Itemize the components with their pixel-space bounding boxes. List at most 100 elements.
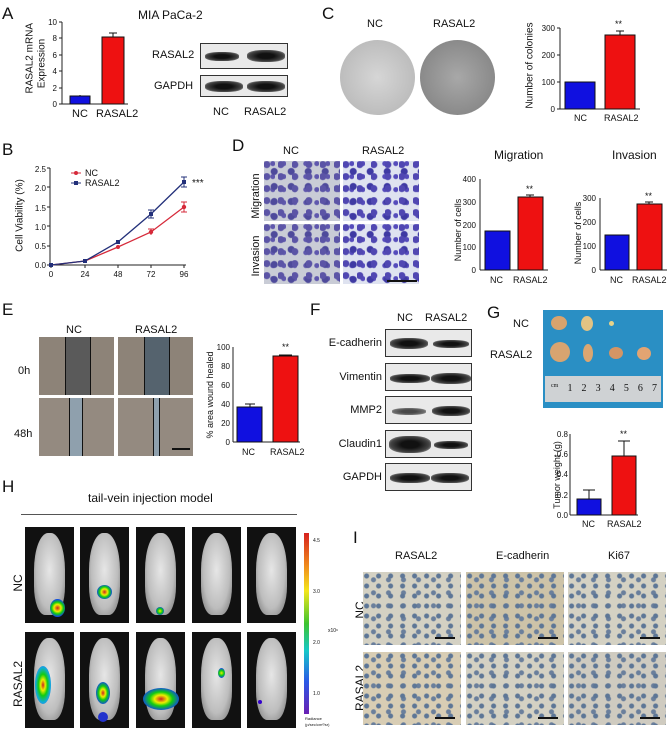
blot-f-row-ecadherin: E-cadherin <box>328 337 382 349</box>
colony-dish-rasal2 <box>420 40 495 115</box>
svg-text:300: 300 <box>583 194 597 203</box>
ruler-tick-1: 1 <box>567 383 573 394</box>
blot-f-vimentin-lane <box>385 363 472 391</box>
svg-text:300: 300 <box>463 198 477 207</box>
svg-text:60: 60 <box>221 381 230 390</box>
transwell-invasion-nc <box>264 224 340 284</box>
panel-e-ylabel: % area wound healed <box>205 351 215 439</box>
panel-d-col-nc: NC <box>283 145 299 157</box>
svg-text:0: 0 <box>49 270 54 279</box>
panel-label-a: A <box>2 4 14 23</box>
mouse-nc-4 <box>192 527 241 623</box>
svg-text:400: 400 <box>463 175 477 184</box>
svg-text:10: 10 <box>48 18 57 27</box>
panel-d-migration-title: Migration <box>494 148 544 162</box>
mouse-rasal2-4 <box>192 632 241 728</box>
panel-a-xtick-rasal2: RASAL2 <box>96 108 139 120</box>
panel-e-xtick-nc: NC <box>242 447 255 457</box>
transwell-migration-nc <box>264 161 340 221</box>
panel-h-title: tail-vein injection model <box>88 491 213 505</box>
tumor-nc-1 <box>551 316 567 330</box>
panel-label-b: B <box>2 140 14 159</box>
panel-a-bar-chart: 0 2 4 6 8 10 NC RASAL2 RASAL2 mRNA Expre… <box>0 0 140 130</box>
panel-e-xtick-rasal2: RASAL2 <box>270 447 305 457</box>
mouse-rasal2-1 <box>25 632 74 728</box>
mouse-rasal2-3 <box>136 632 185 728</box>
panel-i-col-rasal2: RASAL2 <box>395 550 438 562</box>
svg-text:0.8: 0.8 <box>557 430 569 439</box>
panel-a-ylabel-line1: RASAL2 mRNA <box>24 22 36 94</box>
panel-c-bar-chart: 0 100 200 300 ** NC RASAL2 Number of col… <box>520 0 669 130</box>
ruler-tick-4: 4 <box>609 383 615 394</box>
panel-label-h: H <box>2 477 15 496</box>
mouse-rasal2-2 <box>80 632 129 728</box>
panel-c-label-nc: NC <box>367 18 383 30</box>
panel-i-col-ecadherin: E-cadherin <box>496 550 550 562</box>
svg-text:200: 200 <box>463 221 477 230</box>
panel-d-row-migration: Migration <box>250 173 262 219</box>
mouse-nc-1 <box>25 527 74 623</box>
svg-text:24: 24 <box>81 270 90 279</box>
panel-g-significance: ** <box>620 429 628 439</box>
panel-e-row-0h: 0h <box>18 365 31 377</box>
tumor-nc-2 <box>581 316 593 331</box>
panel-e-bar-chart: 0 20 40 60 80 100 ** NC RASAL2 % area wound h… <box>200 330 310 470</box>
panel-b-legend-rasal2: RASAL2 <box>85 178 120 188</box>
panel-b-ylabel: Cell Viability (%) <box>14 179 26 252</box>
mouse-nc-3 <box>136 527 185 623</box>
svg-text:72: 72 <box>147 270 156 279</box>
panel-label-c: C <box>322 4 335 23</box>
tumor-photo: cm 1 2 3 4 5 6 7 <box>543 310 663 408</box>
colorbar-tick-2-0: 2.0 <box>313 640 320 646</box>
colorbar-caption-2: (p/sec/cm²/sr) <box>305 722 330 727</box>
panel-d-row-invasion: Invasion <box>250 235 262 277</box>
panel-g-xtick-nc: NC <box>582 519 595 529</box>
panel-d-invasion-xtick-rasal2: RASAL2 <box>632 275 667 285</box>
panel-i-col-ki67: Ki67 <box>608 550 631 562</box>
blot-a-gapdh-lane <box>200 75 288 97</box>
panel-g-ylabel: Tumor weight (g) <box>552 441 562 509</box>
svg-text:6: 6 <box>53 51 58 60</box>
svg-text:2: 2 <box>53 84 58 93</box>
blot-f-row-gapdh: GAPDH <box>342 471 382 483</box>
panel-c-xtick-rasal2: RASAL2 <box>604 113 639 123</box>
blot-a-col-rasal2: RASAL2 <box>244 106 287 118</box>
panel-e-row-48h: 48h <box>14 428 33 440</box>
svg-text:40: 40 <box>221 400 230 409</box>
panel-a-xtick-nc: NC <box>72 108 88 120</box>
blot-f-ecadherin-lane <box>385 329 472 357</box>
svg-text:0.2: 0.2 <box>557 491 569 500</box>
panel-b-line-chart: 0.0 0.5 1.0 1.5 2.0 2.5 0 24 48 72 96 NC RASAL2 … <box>0 130 230 290</box>
svg-text:8: 8 <box>53 34 58 43</box>
colorbar-tick-4-5: 4.5 <box>313 538 320 544</box>
blot-a-col-nc: NC <box>213 106 229 118</box>
svg-text:0: 0 <box>592 266 597 275</box>
panel-h-title-rule <box>21 514 297 515</box>
panel-label-e: E <box>2 300 14 319</box>
blot-f-claudin1-lane <box>385 430 472 458</box>
svg-text:20: 20 <box>221 419 230 428</box>
panel-d-migration-chart: Migration 0 100 200 300 400 ** NC RASAL2 Num… <box>440 130 550 290</box>
panel-c-ylabel: Number of colonies <box>524 22 536 109</box>
ruler-tick-5: 5 <box>623 383 629 394</box>
panel-c-significance: ** <box>615 19 623 29</box>
blot-a-row-gapdh: GAPDH <box>154 80 194 92</box>
panel-d-invasion-ylabel: Number of cells <box>573 201 583 265</box>
ihc-nc-ecadherin <box>466 572 564 645</box>
wound-0h-rasal2 <box>118 337 193 395</box>
panel-c-xtick-nc: NC <box>574 113 587 123</box>
svg-text:0: 0 <box>226 438 231 447</box>
wound-48h-rasal2 <box>118 398 193 456</box>
svg-text:0: 0 <box>472 266 477 275</box>
panel-d-invasion-significance: ** <box>645 191 653 201</box>
colorbar-tick-1-0: 1.0 <box>313 691 320 697</box>
svg-text:0: 0 <box>551 105 556 114</box>
ruler-tick-3: 3 <box>595 383 601 394</box>
svg-text:1.5: 1.5 <box>35 204 47 213</box>
svg-text:1.0: 1.0 <box>35 223 47 232</box>
panel-e-col-rasal2: RASAL2 <box>135 324 178 336</box>
svg-text:100: 100 <box>583 242 597 251</box>
svg-text:0.5: 0.5 <box>35 242 47 251</box>
blot-a-rasal2-lane <box>200 43 288 69</box>
panel-b-legend-nc: NC <box>85 168 98 178</box>
